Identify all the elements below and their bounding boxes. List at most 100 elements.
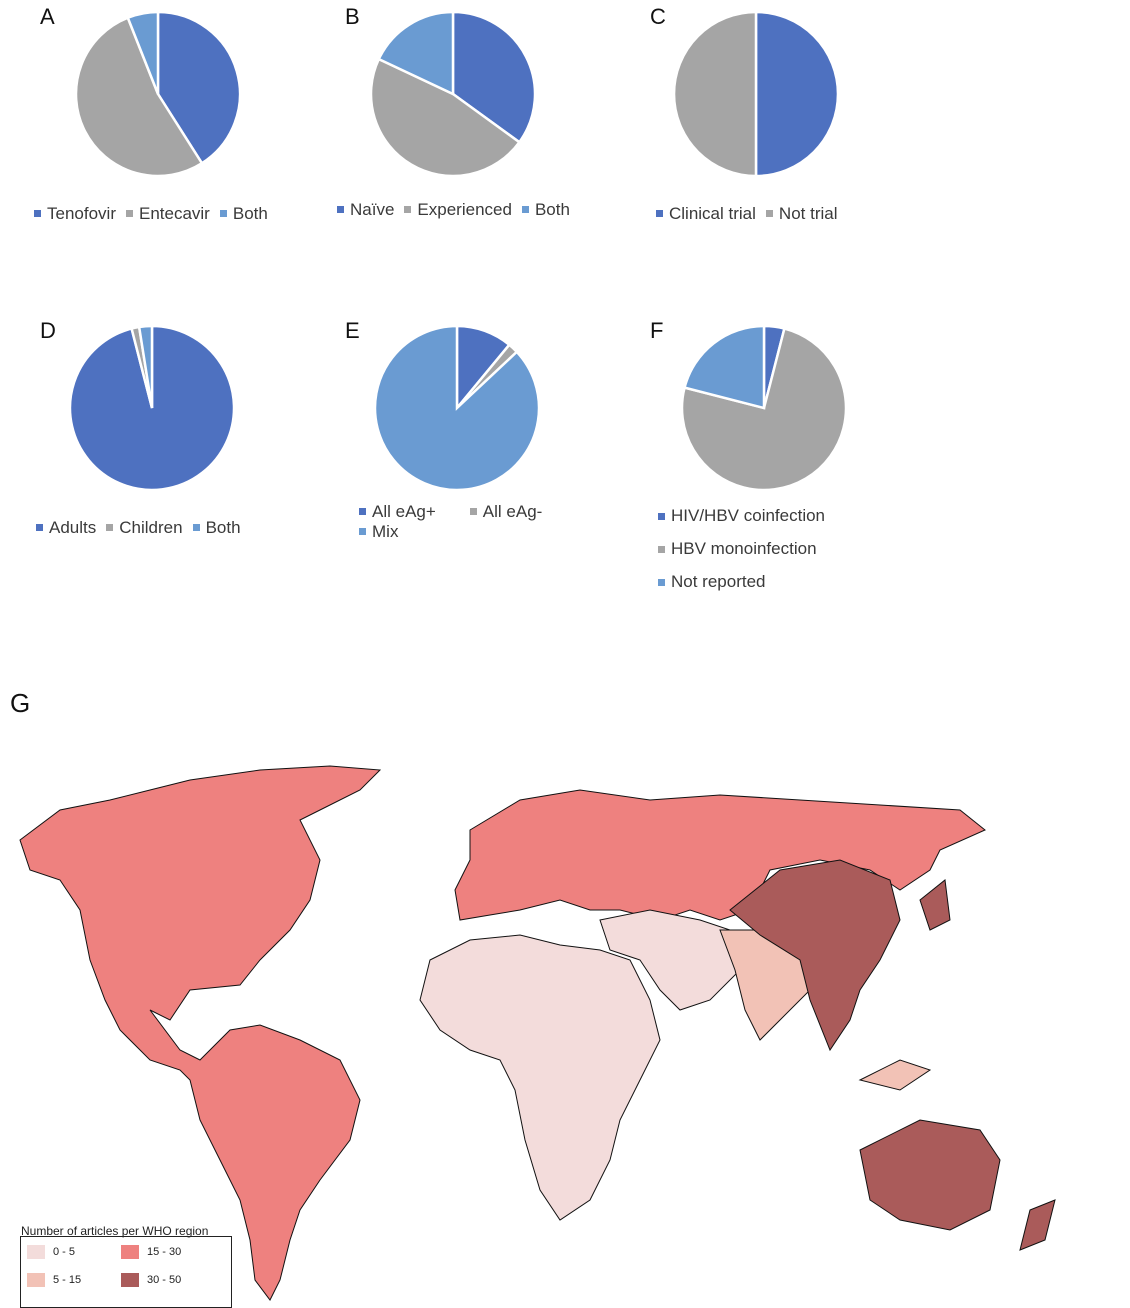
- legend-label: Entecavir: [138, 203, 210, 223]
- legend-swatch: [36, 524, 43, 531]
- panel-f: F HIV/HBV coinfection HBV monoinfection No…: [650, 318, 950, 618]
- pie-slice-not-reported: [683, 324, 766, 410]
- legend-label: Naïve: [350, 199, 395, 219]
- pie-chart-a: [74, 10, 242, 178]
- world-map: [19, 765, 1056, 1301]
- legend-swatch: [359, 508, 366, 515]
- pie-slice-not-trial: [672, 10, 758, 178]
- pie-slice-experienced: [369, 57, 522, 178]
- legend-swatch: [765, 210, 773, 217]
- legend-item: Mix: [359, 522, 569, 542]
- legend-swatch: [469, 508, 477, 515]
- legend-item: Both: [219, 203, 268, 224]
- legend-item: Tenofovir: [34, 204, 116, 224]
- region-africa: [419, 934, 661, 1221]
- legend-item: HBV monoinfection: [658, 539, 825, 559]
- legend-swatch: [658, 578, 665, 586]
- legend-item: Not reported: [658, 572, 825, 592]
- panel-letter: G: [10, 688, 31, 718]
- pie-slice-na-ve: [451, 10, 537, 144]
- legend-label: Not trial: [778, 203, 838, 223]
- legend-label: Children: [119, 517, 183, 537]
- legend-swatch: [658, 512, 665, 520]
- legend-item: All eAg-: [469, 501, 543, 522]
- legend-item: Children: [106, 517, 183, 538]
- legend-label: HIV/HBV coinfection: [671, 506, 826, 525]
- map-legend-label: 15 - 30: [147, 1246, 182, 1258]
- map-legend-label: 30 - 50: [147, 1274, 182, 1286]
- legend-swatch: [125, 210, 133, 217]
- pie-chart-b: [369, 10, 537, 178]
- panel-letter: E: [345, 318, 360, 343]
- legend-label: Not reported: [671, 572, 766, 591]
- legend-swatch: [359, 528, 366, 535]
- pie-slice-mix: [373, 324, 541, 492]
- legend-item: Both: [192, 517, 241, 538]
- region-europe: [454, 789, 986, 921]
- legend-item: Clinical trial: [656, 204, 756, 224]
- legend-label: Adults: [49, 517, 97, 537]
- region-western-pacific: [729, 859, 1056, 1251]
- legend-b: Naïve Experienced Both: [337, 198, 580, 220]
- pie-chart-c: [672, 10, 840, 178]
- pie-slice-entecavir: [74, 16, 204, 178]
- legend-item: Not trial: [765, 203, 838, 224]
- legend-label: Clinical trial: [669, 203, 756, 223]
- legend-swatch: [521, 206, 529, 213]
- legend-label: All eAg-: [482, 501, 543, 521]
- legend-label: Experienced: [417, 199, 512, 219]
- legend-swatch: [121, 1245, 139, 1259]
- panel-letter: A: [40, 4, 55, 29]
- pie-chart-f: [680, 324, 848, 492]
- map-legend-item: 5 - 15: [27, 1273, 81, 1287]
- legend-item: All eAg+: [359, 502, 436, 522]
- legend-swatch: [106, 524, 114, 531]
- panel-letter: C: [650, 4, 666, 29]
- legend-item: Adults: [36, 518, 96, 538]
- legend-swatch: [656, 210, 663, 217]
- map-legend-label: 0 - 5: [53, 1246, 76, 1258]
- legend-swatch: [34, 210, 41, 217]
- legend-e: All eAg+ All eAg- Mix: [359, 500, 579, 555]
- panel-b: B Naïve Experienced Both: [337, 4, 645, 304]
- panel-letter: B: [345, 4, 360, 29]
- legend-d: Adults Children Both: [36, 516, 251, 538]
- pie-slice-both: [126, 10, 160, 95]
- legend-item: Naïve: [337, 200, 394, 220]
- legend-label: Mix: [372, 521, 399, 541]
- panel-a: A Tenofovir Entecavir Both: [34, 4, 340, 304]
- legend-item: HIV/HBV coinfection: [658, 506, 825, 526]
- panel-e: E All eAg+ All eAg- Mix: [345, 318, 645, 618]
- legend-label: HBV monoinfection: [671, 539, 817, 558]
- legend-c: Clinical trial Not trial: [656, 202, 848, 224]
- legend-label: Both: [534, 199, 570, 219]
- panel-letter: D: [40, 318, 56, 343]
- pie-chart-e: [373, 324, 541, 492]
- legend-label: Both: [205, 517, 241, 537]
- legend-label: All eAg+: [372, 501, 436, 521]
- panel-c: C Clinical trial Not trial: [650, 4, 950, 304]
- legend-item: Experienced: [404, 200, 512, 220]
- legend-swatch: [658, 545, 665, 553]
- legend-f: HIV/HBV coinfection HBV monoinfection Not …: [658, 506, 835, 605]
- panel-letter: F: [650, 318, 664, 343]
- map-legend-label: 5 - 15: [53, 1274, 82, 1286]
- pie-slice-both: [377, 10, 455, 96]
- map-section: G Number of articles per WHO region 0 - …: [0, 680, 1130, 1308]
- legend-label: Tenofovir: [47, 203, 116, 223]
- legend-swatch: [192, 524, 200, 531]
- legend-swatch: [337, 206, 344, 213]
- legend-swatch: [404, 206, 412, 213]
- pie-chart-d: [68, 324, 236, 492]
- map-legend-item: 0 - 5: [27, 1245, 75, 1259]
- panel-d: D Adults Children Both: [36, 318, 340, 618]
- map-legend-title: Number of articles per WHO region: [21, 1224, 209, 1238]
- legend-swatch: [27, 1245, 45, 1259]
- legend-a: Tenofovir Entecavir Both: [34, 202, 278, 224]
- legend-item: Both: [521, 199, 570, 220]
- map-legend: Number of articles per WHO region 0 - 5 …: [20, 1224, 232, 1308]
- map-legend-item: 30 - 50: [121, 1273, 181, 1287]
- pie-slice-both: [137, 324, 154, 409]
- region-americas: [19, 765, 382, 1301]
- legend-label: Both: [232, 203, 268, 223]
